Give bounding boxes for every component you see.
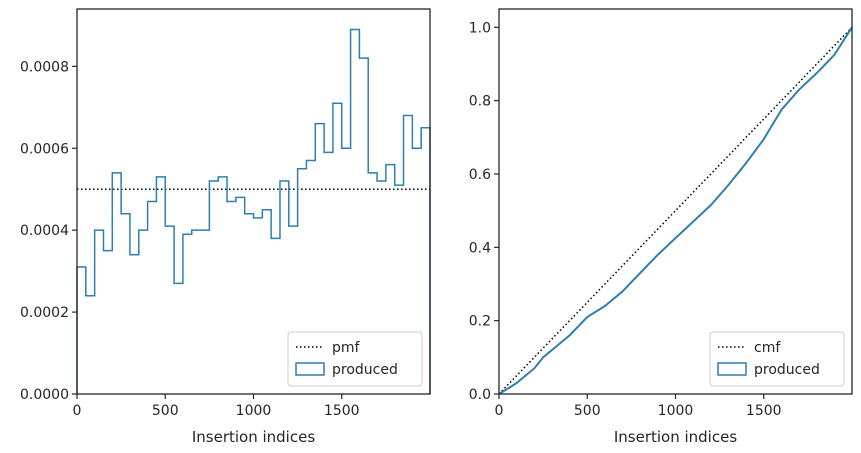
- series-produced-line: [498, 26, 853, 395]
- chart-panel-2: cmf produced: [494, 8, 853, 399]
- x-axis-label: Insertion indices: [614, 428, 737, 446]
- y-tick-label: 0.0000: [20, 387, 69, 403]
- legend: cmf produced: [709, 331, 845, 387]
- y-tick-label: 0.8: [469, 94, 491, 110]
- y-tick-label: 0.6: [469, 167, 491, 183]
- x-tick-label: 1000: [658, 403, 694, 419]
- chart-panel-1: pmf produced: [72, 8, 431, 399]
- x-tick-label: 1500: [324, 403, 360, 419]
- y-tick-label: 0.0006: [20, 141, 69, 157]
- x-tick-label: 0: [495, 403, 504, 419]
- y-tick-label: 0.4: [469, 240, 491, 256]
- series-cmf-line: [498, 26, 853, 395]
- x-tick-label: 500: [574, 403, 601, 419]
- legend-label-pmf: pmf: [332, 340, 361, 356]
- legend-label-produced: produced: [754, 362, 820, 378]
- y-tick-label: 1.0: [469, 20, 491, 36]
- series-produced-step: [76, 28, 431, 394]
- legend-swatch-produced: [717, 362, 747, 376]
- y-tick-label: 0.0004: [20, 223, 69, 239]
- x-axis-label: Insertion indices: [192, 428, 315, 446]
- legend-box: [709, 331, 845, 387]
- legend-box: [287, 331, 423, 387]
- y-tick-label: 0.0008: [20, 59, 69, 75]
- x-tick-label: 1500: [746, 403, 782, 419]
- y-tick-label: 0.2: [469, 314, 491, 330]
- legend-label-cmf: cmf: [754, 340, 781, 356]
- x-tick-label: 1000: [236, 403, 272, 419]
- x-tick-label: 500: [152, 403, 179, 419]
- legend: pmf produced: [287, 331, 423, 387]
- x-tick-label: 0: [73, 403, 82, 419]
- y-tick-label: 0.0002: [20, 305, 69, 321]
- legend-label-produced: produced: [332, 362, 398, 378]
- legend-swatch-produced: [295, 362, 325, 376]
- y-tick-label: 0.0: [469, 387, 491, 403]
